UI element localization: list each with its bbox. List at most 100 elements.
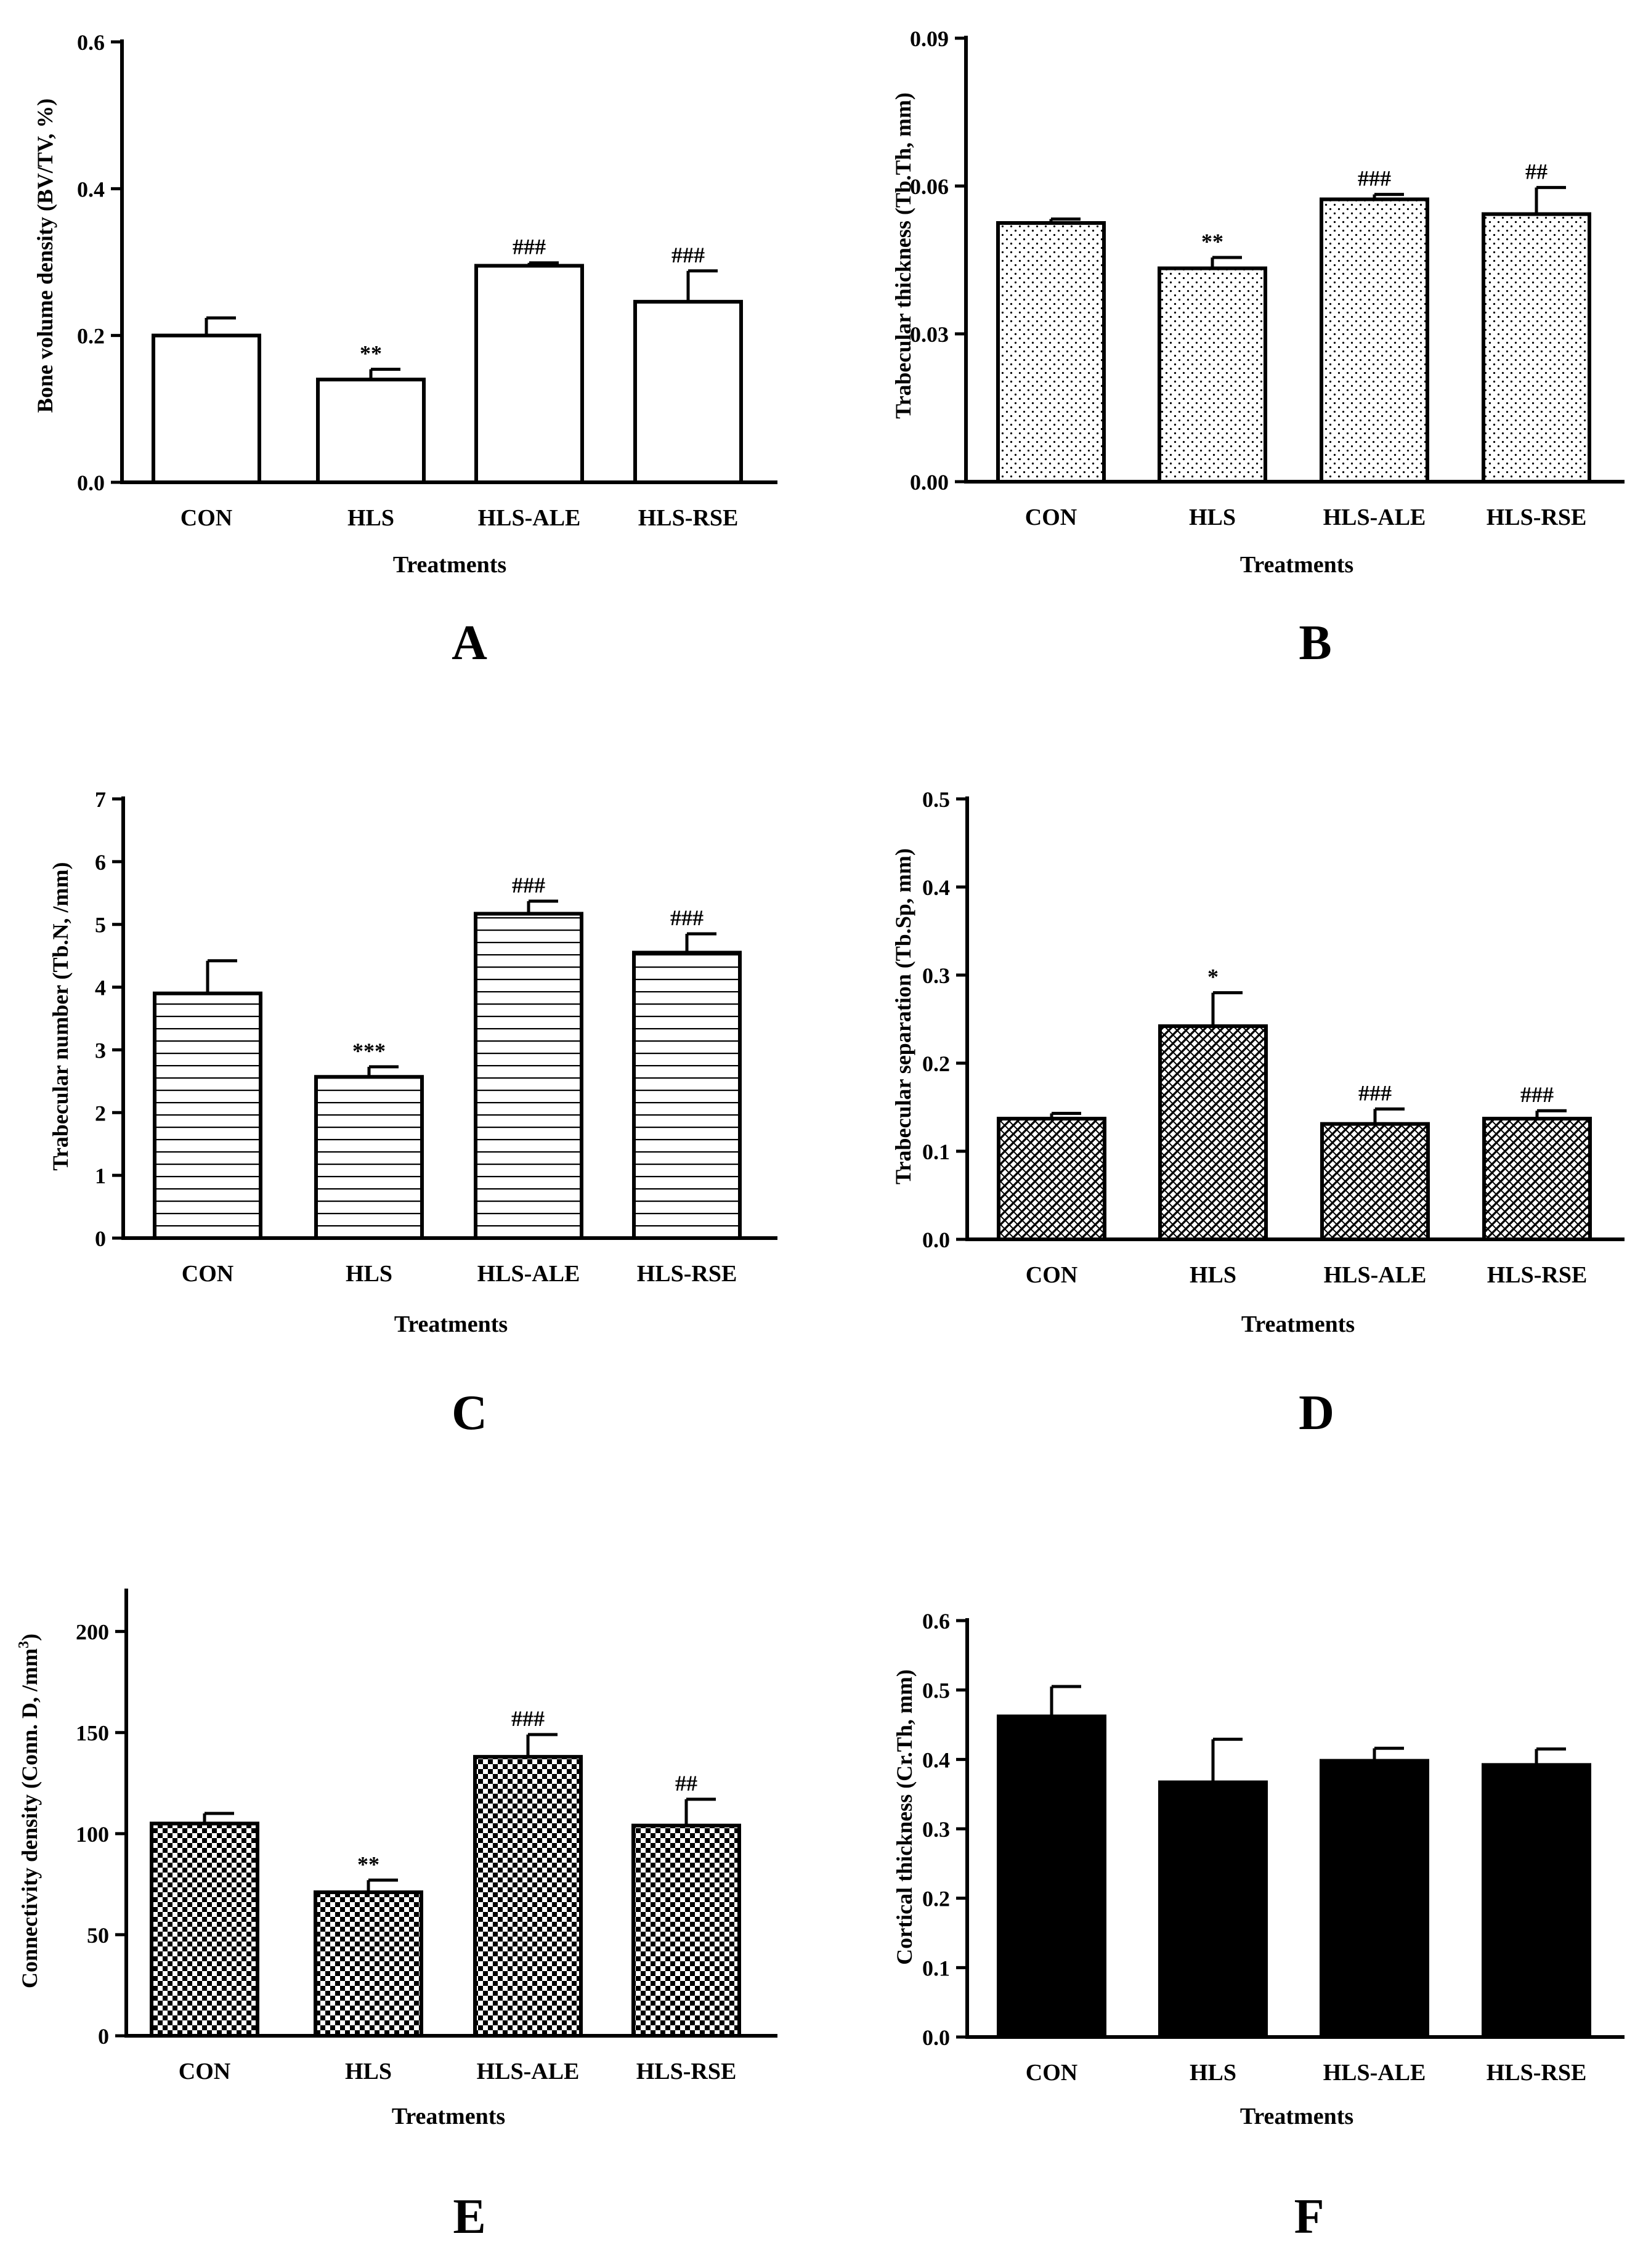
panel-F-plot: CON HLS HLS-ALE HLS-RSE 0.0 0.1 0.2 0.3 0.4 0.5 0.… [922, 1609, 1625, 2086]
ytick-label-B: 0.09 [910, 26, 949, 51]
ytick-label-D: 0.5 [922, 787, 950, 812]
xtick-label-F-hls-rse: HLS-RSE [1487, 2060, 1587, 2086]
xtick-label-F-con: CON [1026, 2060, 1077, 2086]
bar-E-hls-rse [631, 1823, 741, 2038]
bar-C-con [153, 991, 262, 1241]
ytick-label-B: 0.00 [910, 470, 949, 495]
ytick-label-E: 50 [87, 1923, 109, 1948]
panel-C: CON *** HLS ### HLS-ALE ### HLS-RSE 0 1 2 3 4 5 6 7 Tr… [48, 787, 777, 1440]
panel-E-ylabel: Connectivity density (Conn. D, /mm3) [16, 1634, 42, 1988]
ytick-label-D: 0.0 [922, 1228, 950, 1252]
error-bar-C-con [206, 959, 237, 994]
bar-D-con [997, 1117, 1106, 1241]
ytick-label-C: 1 [95, 1164, 106, 1188]
xtick-label-C-hls-rse: HLS-RSE [637, 1261, 737, 1287]
ytick-label-F: 0.1 [922, 1956, 950, 1980]
panel-F-xlabel: Treatments [1240, 2104, 1353, 2129]
error-bar-D-hls [1211, 991, 1243, 1026]
bar-C-hls-ale [474, 912, 583, 1240]
ytick-label-C: 3 [95, 1038, 106, 1063]
panel-D: CON * HLS ### HLS-ALE ### HLS-RSE 0.0 0.1 0.2 0.3 0… [891, 787, 1625, 1440]
error-bar-B-hls [1211, 256, 1242, 269]
bar-E-con [150, 1821, 259, 2038]
error-bar-D-hls-ale [1373, 1107, 1405, 1124]
ytick-label-F: 0.0 [922, 2025, 950, 2050]
xtick-label-B-hls-rse: HLS-RSE [1487, 504, 1587, 530]
panel-C-xlabel: Treatments [394, 1311, 508, 1337]
error-bar-C-hls-ale [527, 899, 558, 914]
ytick-label-C: 5 [95, 913, 106, 938]
error-bar-A-con [205, 316, 236, 336]
ytick-label-E: 150 [76, 1721, 109, 1746]
bar-F-hls-rse [1482, 1763, 1591, 2039]
panel-A: CON ** HLS ### HLS-ALE ### HLS-RSE 0.0 0.2 0.4 0.6… [33, 30, 777, 670]
error-bar-E-hls-rse [684, 1797, 716, 1826]
xtick-label-E-hls: HLS [345, 2059, 392, 2084]
annotation-D-hls-rse: ### [1520, 1082, 1554, 1107]
xtick-label-A-hls-rse: HLS-RSE [638, 505, 739, 531]
error-bar-D-con [1050, 1112, 1081, 1119]
panel-E-xlabel: Treatments [392, 2104, 505, 2129]
annotation-A-hls-ale: ### [513, 235, 546, 259]
xtick-label-B-hls-ale: HLS-ALE [1323, 504, 1426, 530]
panel-C-label: C [452, 1386, 487, 1440]
bar-B-hls-rse [1482, 212, 1591, 484]
ytick-label-F: 0.3 [922, 1817, 950, 1842]
annotation-A-hls: ** [360, 341, 382, 365]
panel-E-plot: CON ** HLS ### HLS-ALE ## HLS-RSE 0 50 100 150 200 [76, 1589, 777, 2084]
annotation-B-hls-ale: ### [1358, 166, 1391, 191]
xtick-label-D-hls: HLS [1190, 1262, 1236, 1288]
panel-A-xlabel: Treatments [393, 552, 506, 578]
bar-E-hls-ale [473, 1755, 583, 2038]
xtick-label-A-con: CON [181, 505, 232, 531]
ytick-label-E: 0 [98, 2024, 109, 2049]
ytick-label-C: 0 [95, 1226, 106, 1251]
panel-A-label: A [452, 616, 487, 670]
panel-A-ylabel: Bone volume density (BV/TV, %) [33, 99, 57, 413]
ytick-label-E: 200 [76, 1620, 109, 1645]
error-bar-F-hls-rse [1535, 1747, 1566, 1765]
ytick-label-D: 0.1 [922, 1140, 950, 1164]
ytick-label-D: 0.2 [922, 1051, 950, 1076]
bar-B-hls [1158, 266, 1267, 484]
error-bar-C-hls [367, 1065, 399, 1077]
bar-E-hls [314, 1890, 423, 2038]
bar-A-hls-ale [474, 264, 584, 484]
error-bar-A-hls-ale [527, 261, 559, 266]
annotation-B-hls-rse: ## [1525, 159, 1548, 184]
annotation-C-hls-rse: ### [670, 905, 704, 930]
xtick-label-C-hls-ale: HLS-ALE [477, 1261, 580, 1287]
panel-E-ylabel-superscript: 3 [16, 1641, 32, 1648]
bar-A-hls-rse [633, 299, 743, 484]
ytick-label-B: 0.06 [910, 174, 949, 199]
error-bar-D-hls-rse [1535, 1109, 1567, 1119]
panel-E: CON**HLS###HLS-ALE##HLS-RSE050100150200 … [16, 1589, 777, 2244]
bar-A-hls [316, 378, 426, 485]
bar-A-con [152, 333, 261, 485]
annotation-C-hls-ale: ### [512, 873, 545, 897]
error-bar-C-hls-rse [685, 932, 716, 953]
error-bar-F-con [1050, 1685, 1081, 1717]
xtick-label-E-hls-rse: HLS-RSE [636, 2059, 737, 2084]
error-bar-F-hls-ale [1373, 1746, 1404, 1761]
xtick-label-E-hls-ale: HLS-ALE [477, 2059, 580, 2084]
xtick-label-A-hls: HLS [347, 505, 394, 531]
error-bar-E-hls-ale [526, 1733, 558, 1757]
ytick-label-C: 7 [95, 787, 106, 812]
annotation-E-hls: ** [357, 1852, 379, 1876]
xtick-label-D-hls-ale: HLS-ALE [1324, 1262, 1427, 1288]
error-bar-B-hls-ale [1373, 193, 1404, 200]
annotation-E-hls-rse: ## [675, 1771, 697, 1796]
xtick-label-B-con: CON [1025, 504, 1077, 530]
ytick-label-B: 0.03 [910, 322, 949, 347]
bar-F-con [997, 1714, 1106, 2039]
panel-E-ylabel-main: Connectivity density (Conn. D, /mm [17, 1648, 42, 1988]
panel-B-plot: CON ** HLS ### HLS-ALE ## HLS-RSE 0.00 0.03 0.06 0… [910, 26, 1625, 530]
error-bar-F-hls [1211, 1738, 1243, 1783]
panel-E-label: E [453, 2190, 485, 2244]
xtick-label-F-hls: HLS [1190, 2060, 1236, 2086]
panel-E-ylabel-close: ) [17, 1634, 42, 1641]
ytick-label-C: 2 [95, 1101, 106, 1125]
